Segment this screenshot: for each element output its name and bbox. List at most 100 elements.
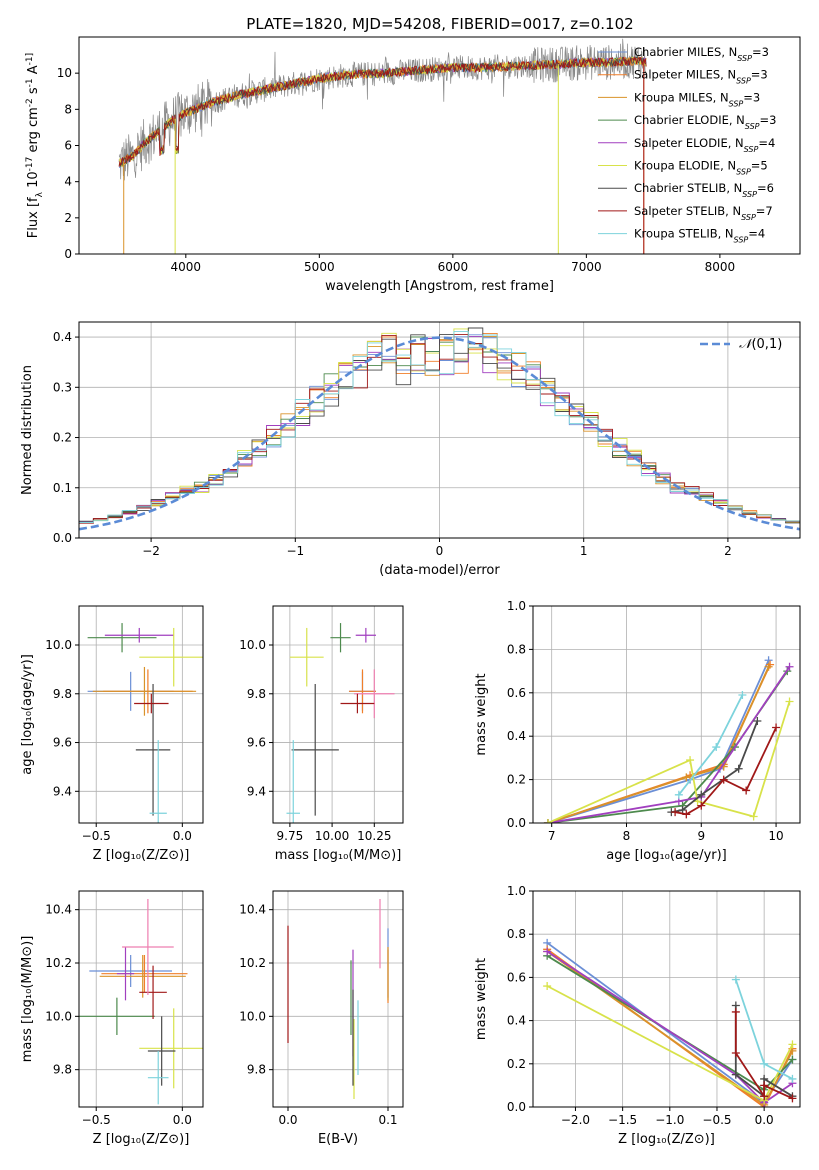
- mass-weight-marker: [712, 743, 721, 752]
- mass-weight-marker: [760, 1092, 769, 1101]
- y-tick-label: 0.8: [507, 642, 526, 656]
- mass-weight-marker: [760, 1059, 769, 1068]
- x-tick-label: −0.5: [82, 829, 111, 843]
- data-point: [149, 740, 167, 823]
- x-tick-label: 9.75: [277, 829, 304, 843]
- mass-weight-marker: [738, 690, 747, 699]
- mass-weight-marker: [749, 812, 758, 821]
- y-axis-label: age [log₁₀(age/yr)]: [20, 654, 35, 775]
- plot-area: [533, 606, 800, 823]
- y-tick-label: 0.4: [53, 330, 72, 344]
- y-tick-label: 10.0: [239, 1009, 266, 1023]
- mass-weight-marker: [678, 805, 687, 814]
- plot-marks: [118, 38, 647, 254]
- mass-weight-marker: [543, 947, 552, 956]
- x-tick-label: 7: [548, 829, 556, 843]
- x-tick-label: 0.0: [755, 1113, 774, 1127]
- data-point: [348, 669, 376, 714]
- legend-entry: Salpeter STELIB, NSSP=7: [634, 204, 773, 222]
- y-tick-label: 0.0: [507, 816, 526, 830]
- y-tick-label: 0.2: [507, 773, 526, 787]
- x-tick-label: 0.0: [173, 829, 192, 843]
- x-axis-label: (data-model)/error: [379, 563, 500, 578]
- mass-weight-marker: [788, 1040, 797, 1049]
- y-axis-label: mass weight: [474, 958, 489, 1040]
- mass-weight-marker: [719, 775, 728, 784]
- y-tick-label: 1.0: [507, 884, 526, 898]
- y-tick-label: 9.4: [247, 784, 266, 798]
- mass-weight-marker: [543, 819, 552, 823]
- axes-border: [272, 605, 404, 824]
- axes-frame: −0.5 0.0 9.8 10.0 10.2 10.4 Z [log₁₀(Z/Z⊙)] mas…: [20, 890, 204, 1147]
- plot-marks: [543, 938, 797, 1107]
- data-point: [139, 627, 203, 687]
- axes-frame: −0.5 0.0 9.4 9.6 9.8 10.0 Z [log₁₀(Z/Z⊙)] age […: [20, 605, 204, 863]
- mass-weight-marker: [788, 1074, 797, 1083]
- x-tick-label: 2: [724, 544, 732, 558]
- x-tick-label: 5000: [304, 260, 335, 274]
- x-tick-label: 9: [697, 829, 705, 843]
- mass-weight-line: [547, 666, 770, 823]
- data-point: [147, 1016, 176, 1086]
- x-tick-label: 0.0: [173, 1113, 192, 1127]
- mass-weight-marker: [731, 975, 740, 984]
- y-tick-label: 9.6: [247, 736, 266, 750]
- mass-weight-marker: [760, 1081, 769, 1090]
- mass-weight-marker: [764, 662, 773, 671]
- x-axis-label: mass [log₁₀(M/M⊙)]: [275, 848, 402, 863]
- x-tick-label: 7000: [571, 260, 602, 274]
- axes-border: [532, 890, 801, 1108]
- x-axis-label: E(B-V): [318, 1132, 358, 1147]
- axes-frame: 4000 5000 6000 7000 8000 0 2 4 6 8 10 wavelength [A…: [25, 36, 801, 294]
- panel-residual-distribution: −2 −1 0 1 2 0.0 0.1 0.2 0.3 0.4 (data-model)/error…: [20, 321, 801, 578]
- panel-mass-vs-ebv: 0.0 0.1 9.8 10.0 10.2 10.4 E(B-V): [239, 890, 404, 1147]
- model-spectrum-line: [118, 55, 647, 167]
- y-tick-label: 10.4: [45, 903, 72, 917]
- legend-entry: Chabrier MILES, NSSP=3: [634, 45, 769, 63]
- normal-reference-curve: [79, 336, 800, 531]
- data-point: [104, 627, 174, 643]
- mass-weight-marker: [788, 1055, 797, 1064]
- mass-weight-marker: [731, 1007, 740, 1016]
- mass-weight-marker: [682, 810, 691, 819]
- x-tick-label: 8000: [705, 260, 736, 274]
- panel-age-vs-mass: 9.75 10.00 10.25 9.4 9.6 9.8 10.0 mass [log₁₀(M…: [239, 605, 404, 863]
- x-tick-label: 10.25: [357, 829, 391, 843]
- mass-weight-marker: [742, 786, 751, 795]
- x-axis-label: age [log₁₀(age/yr)]: [606, 848, 727, 863]
- axes-frame: 0.0 0.1 9.8 10.0 10.2 10.4 E(B-V): [239, 890, 404, 1147]
- legend: 𝒩(0,1): [700, 337, 782, 352]
- mass-weight-marker: [697, 790, 706, 799]
- y-tick-label: 4: [64, 175, 72, 189]
- y-tick-label: 10.4: [239, 903, 266, 917]
- data-point: [289, 627, 324, 687]
- mass-weight-line: [547, 659, 770, 823]
- y-tick-label: 10.0: [239, 638, 266, 652]
- data-point: [92, 666, 197, 716]
- y-axis-label: mass [log₁₀(M/M⊙)]: [20, 936, 35, 1063]
- axes-border: [272, 890, 404, 1108]
- panel-mass-vs-metallicity: −0.5 0.0 9.8 10.0 10.2 10.4 Z [log₁₀(Z/Z⊙)] mas…: [20, 890, 204, 1147]
- mass-weight-marker: [753, 717, 762, 726]
- y-tick-label: 9.4: [53, 784, 72, 798]
- legend-entry: Chabrier ELODIE, NSSP=3: [634, 113, 776, 131]
- data-point: [122, 899, 174, 995]
- panel-massweight-vs-metallicity: −2.0 −1.5 −1.0 −0.5 0.0 0.0 0.2 0.4 0.6 0.8 1.0 Z […: [474, 884, 801, 1147]
- y-tick-label: 10.2: [239, 956, 266, 970]
- plot-area: [273, 606, 403, 823]
- mass-weight-marker: [543, 982, 552, 991]
- x-axis-label: Z [log₁₀(Z/Z⊙)]: [93, 848, 190, 863]
- data-point: [99, 955, 186, 998]
- mass-weight-marker: [671, 808, 680, 817]
- x-tick-label: 1: [580, 544, 588, 558]
- axes-border: [532, 605, 801, 824]
- y-tick-label: 10.0: [45, 1009, 72, 1023]
- panel-age-vs-metallicity: −0.5 0.0 9.4 9.6 9.8 10.0 Z [log₁₀(Z/Z⊙)] age […: [20, 605, 204, 863]
- data-point: [139, 965, 167, 1019]
- axes-frame: 9.75 10.00 10.25 9.4 9.6 9.8 10.0 mass [log₁₀(M…: [239, 605, 404, 863]
- plot-marks: [79, 327, 800, 538]
- mass-weight-marker: [788, 1094, 797, 1103]
- y-axis-label: Flux [fλ 10-17 erg cm-2 s-1 A-1]: [25, 53, 45, 238]
- plot-area: [533, 891, 800, 1107]
- plot-marks: [543, 656, 794, 823]
